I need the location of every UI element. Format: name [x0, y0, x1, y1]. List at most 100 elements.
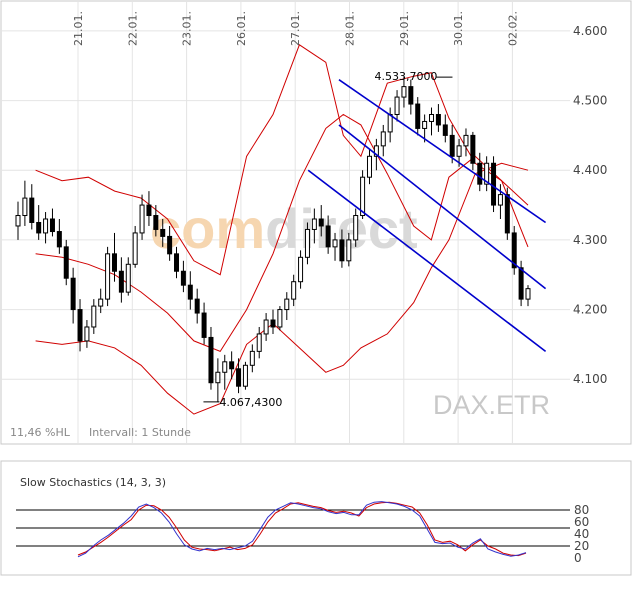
candle — [284, 292, 290, 321]
candle-body-up — [263, 319, 269, 335]
candle-body-up — [456, 145, 462, 157]
candle — [270, 309, 276, 334]
stochastics-y-tick: 60 — [574, 515, 589, 529]
candle-body-up — [304, 228, 310, 258]
candle-body-down — [236, 368, 242, 387]
candle-body-down — [270, 319, 276, 328]
x-tick-label: 29.01. — [398, 11, 411, 46]
candle-body-up — [394, 96, 400, 116]
candle — [435, 104, 441, 132]
candle — [291, 274, 297, 307]
candle — [229, 351, 235, 380]
y-axis-labels: 4.100 4.200 4.300 4.400 4.500 4.600 — [573, 24, 607, 386]
candle-body-up — [422, 120, 428, 129]
candle-body-down — [174, 253, 180, 272]
channel-line — [338, 79, 547, 224]
candle-body-down — [491, 162, 497, 206]
x-tick-label: 28.01. — [344, 11, 357, 46]
candle — [525, 285, 531, 307]
candle-body-down — [415, 103, 421, 129]
candle — [484, 156, 490, 192]
candle-body-up — [401, 86, 407, 98]
interval-label: Intervall: 1 Stunde — [89, 426, 191, 439]
candle — [298, 250, 304, 289]
candle-body-down — [229, 361, 235, 370]
candle — [511, 225, 517, 275]
candle — [449, 124, 455, 164]
candle — [470, 131, 476, 171]
candle — [263, 313, 269, 341]
candle — [311, 208, 317, 244]
y-tick-label: 4.500 — [573, 94, 607, 108]
candle-body-up — [484, 162, 490, 185]
candle-body-down — [111, 253, 117, 272]
candle-body-down — [153, 215, 159, 230]
candle — [29, 184, 35, 230]
candle-body-up — [360, 176, 366, 217]
watermark-text: comdirect — [150, 197, 418, 260]
candle-body-down — [208, 336, 214, 384]
stochastics-y-tick: 0 — [574, 551, 582, 565]
candle — [208, 326, 214, 390]
y-tick-label: 4.400 — [573, 163, 607, 177]
candle-body-up — [43, 218, 49, 234]
candle — [236, 358, 242, 394]
candle-body-down — [325, 225, 331, 248]
candle — [201, 302, 207, 345]
stochastics-hlines — [16, 509, 570, 547]
candle — [118, 257, 124, 303]
candle — [36, 205, 42, 240]
candle — [304, 222, 310, 265]
stochastics-line — [77, 501, 527, 558]
candle — [215, 358, 221, 403]
candle — [84, 320, 90, 348]
candle — [180, 260, 186, 293]
candle-body-up — [105, 253, 111, 300]
candle — [249, 344, 255, 373]
candle-body-down — [49, 218, 55, 233]
candle — [160, 219, 166, 247]
candle-body-up — [291, 281, 297, 300]
bollinger-lower — [35, 162, 529, 415]
candle — [332, 232, 338, 261]
candle-body-up — [277, 309, 283, 328]
y-tick-label: 4.600 — [573, 24, 607, 38]
candle — [146, 191, 152, 226]
x-tick-label: 21.01. — [72, 11, 85, 46]
candle — [491, 156, 497, 213]
channel-line — [338, 124, 547, 290]
x-tick-label: 30.01. — [452, 11, 465, 46]
candle-body-down — [146, 204, 152, 217]
candle-body-up — [429, 114, 435, 122]
candle-body-up — [139, 204, 145, 234]
candle — [394, 90, 400, 122]
candle-body-up — [98, 298, 104, 307]
candle-body-down — [435, 114, 441, 126]
candle-body-down — [29, 197, 35, 223]
candle — [22, 180, 28, 226]
stochastics-y-tick: 20 — [574, 539, 589, 553]
candle-body-up — [222, 361, 228, 373]
candle — [63, 239, 69, 286]
candle-body-up — [84, 326, 90, 342]
candle — [339, 229, 345, 268]
candle — [91, 299, 97, 334]
candle-body-down — [511, 232, 517, 269]
candle — [380, 124, 386, 157]
stochastics-y-tick: 40 — [574, 527, 589, 541]
annotation-label: 4.533,7000 — [374, 70, 437, 83]
candle — [242, 361, 248, 390]
x-tick-label: 23.01. — [181, 11, 194, 46]
candle-body-down — [56, 231, 62, 248]
candle-body-down — [36, 221, 42, 234]
candle-body-down — [470, 134, 476, 164]
candle — [353, 208, 359, 247]
candle — [153, 205, 159, 237]
bollinger-upper — [35, 44, 529, 276]
candle-body-up — [497, 194, 503, 206]
candle-body-up — [463, 134, 469, 147]
candle — [174, 246, 180, 279]
candle — [98, 288, 104, 314]
candle — [194, 288, 200, 324]
